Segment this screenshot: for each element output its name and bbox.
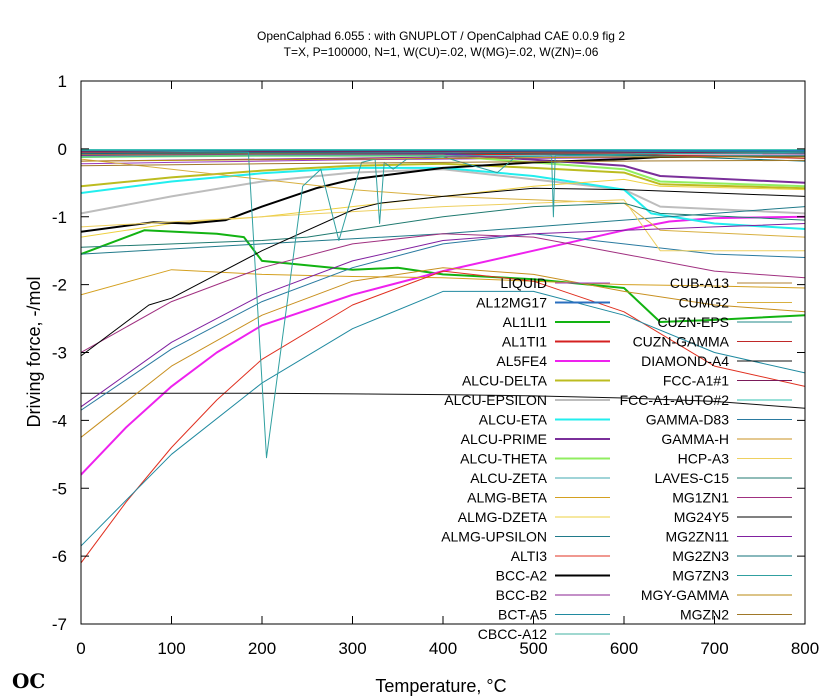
legend-label: BCT-A5: [498, 607, 547, 623]
y-tick-label: -2: [52, 276, 67, 295]
legend-label: ALCU-ETA: [479, 412, 548, 428]
legend-label: MGZN2: [680, 607, 729, 623]
series-line-mgzn2: [81, 159, 805, 167]
series-line-almg-upsilon: [81, 206, 805, 255]
legend-label: CUZN-EPS: [657, 314, 729, 330]
x-axis-label: Temperature, °C: [375, 676, 506, 696]
legend-label: AL5FE4: [496, 353, 547, 369]
y-tick-label: 1: [58, 72, 67, 91]
legend-label: AL12MG17: [476, 295, 547, 311]
legend-label: MG24Y5: [674, 509, 729, 525]
legend-label: MGY-GAMMA: [641, 587, 730, 603]
y-tick-label: -6: [52, 547, 67, 566]
series-line-al1li1: [81, 229, 805, 323]
legend-label: GAMMA-D83: [646, 412, 729, 428]
series-line-alti3: [81, 270, 805, 564]
legend-label: AL1TI1: [502, 334, 547, 350]
series-line-mgy-gamma: [81, 156, 805, 162]
legend-label: ALCU-ZETA: [470, 470, 547, 486]
x-tick-label: 300: [338, 639, 366, 658]
legend-label: ALCU-DELTA: [462, 373, 548, 389]
x-tick-label: 800: [791, 639, 819, 658]
tick-layer: 0 100 200 300 400 500 600 700 800 1 0 -1 -2 -3 -4 -5 -6 -…: [52, 72, 819, 658]
legend-label: ALMG-BETA: [467, 490, 548, 506]
legend-label: BCC-A2: [496, 568, 548, 584]
legend-label: ALCU-EPSILON: [444, 392, 547, 408]
legend-label: CUZN-GAMMA: [633, 334, 730, 350]
legend-label: ALCU-PRIME: [461, 431, 547, 447]
legend-label: CUMG2: [678, 295, 729, 311]
series-line-mg7zn3: [81, 149, 805, 459]
y-tick-label: -7: [52, 615, 67, 634]
legend-label: MG2ZN3: [672, 548, 729, 564]
legend-label: ALCU-THETA: [460, 451, 548, 467]
legend-label: DIAMOND-A4: [641, 353, 729, 369]
series-line-cuzn-eps: [81, 150, 805, 153]
legend-label: MG2ZN11: [665, 529, 729, 545]
x-tick-label: 500: [519, 639, 547, 658]
chart-subtitle: T=X, P=100000, N=1, W(CU)=.02, W(MG)=.02…: [284, 45, 599, 59]
legend-label: ALTI3: [511, 548, 548, 564]
opencalphad-logo: OC: [12, 669, 45, 693]
series-line-al12mg17: [81, 149, 805, 152]
legend-label: MG7ZN3: [672, 568, 729, 584]
legend-label: ALMG-UPSILON: [441, 529, 547, 545]
series-line-diamond-a4: [81, 392, 805, 409]
series-line-bct-a5: [81, 290, 805, 547]
y-tick-label: -5: [52, 479, 67, 498]
x-tick-label: 200: [248, 639, 276, 658]
series-line-mg24y5: [81, 187, 805, 357]
series-line-laves-c15: [81, 202, 805, 248]
series-line-bcc-a2: [81, 154, 805, 233]
legend-label: AL1LI1: [503, 314, 548, 330]
legend-label: GAMMA-H: [661, 431, 729, 447]
legend-label: BCC-B2: [496, 587, 548, 603]
y-tick-label: 0: [58, 140, 67, 159]
legend-label: CBCC-A12: [478, 626, 547, 642]
y-axis-label: Driving force, -/mol: [24, 276, 44, 427]
series-line-alcu-epsilon: [81, 168, 805, 215]
legend: LIQUID AL12MG17 AL1LI1 AL1TI1 AL5FE4 ALCU-DEL…: [441, 275, 792, 642]
x-tick-label: 400: [429, 639, 457, 658]
chart-title: OpenCalphad 6.055 : with GNUPLOT / OpenC…: [257, 29, 625, 43]
series-line-gamma-h: [81, 267, 805, 438]
x-tick-label: 0: [76, 639, 85, 658]
legend-label: FCC-A1#1: [663, 373, 729, 389]
legend-label: CUB-A13: [670, 275, 729, 291]
series-line-cumg2: [81, 158, 805, 238]
series-line-alcu-prime: [81, 152, 805, 184]
y-tick-label: -1: [52, 208, 67, 227]
series-line-hcp-a3: [81, 199, 805, 252]
x-tick-label: 100: [157, 639, 185, 658]
y-tick-label: -3: [52, 344, 67, 363]
legend-label: LIQUID: [500, 275, 547, 291]
series-line-alcu-eta: [81, 166, 805, 230]
series-layer: [81, 149, 805, 564]
legend-label: HCP-A3: [678, 451, 730, 467]
series-line-almg-beta: [81, 269, 805, 296]
x-tick-label: 700: [700, 639, 728, 658]
series-line-alcu-delta: [81, 162, 805, 190]
x-tick-label: 600: [610, 639, 638, 658]
series-line-mg2zn11: [81, 223, 805, 408]
legend-label: FCC-A1-AUTO#2: [620, 392, 730, 408]
legend-label: LAVES-C15: [655, 470, 730, 486]
series-line-mg1zn1: [81, 233, 805, 353]
y-tick-label: -4: [52, 411, 67, 430]
legend-label: ALMG-DZETA: [458, 509, 548, 525]
legend-label: MG1ZN1: [672, 490, 729, 506]
